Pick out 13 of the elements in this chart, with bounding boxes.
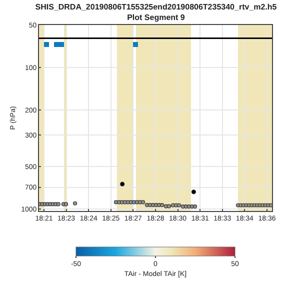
point [56, 202, 60, 206]
point [72, 201, 78, 206]
chart-title: SHIS_DRDA_20190806T155325end20190806T235340_rtv_m2.h5 [35, 2, 278, 12]
point [191, 190, 196, 194]
chart-subtitle: Plot Segment 9 [127, 13, 186, 22]
point [160, 203, 164, 208]
point [64, 202, 68, 206]
point [192, 204, 198, 209]
point [120, 182, 125, 186]
point [176, 203, 182, 208]
point [140, 200, 146, 204]
point [268, 203, 272, 208]
point [166, 204, 172, 208]
